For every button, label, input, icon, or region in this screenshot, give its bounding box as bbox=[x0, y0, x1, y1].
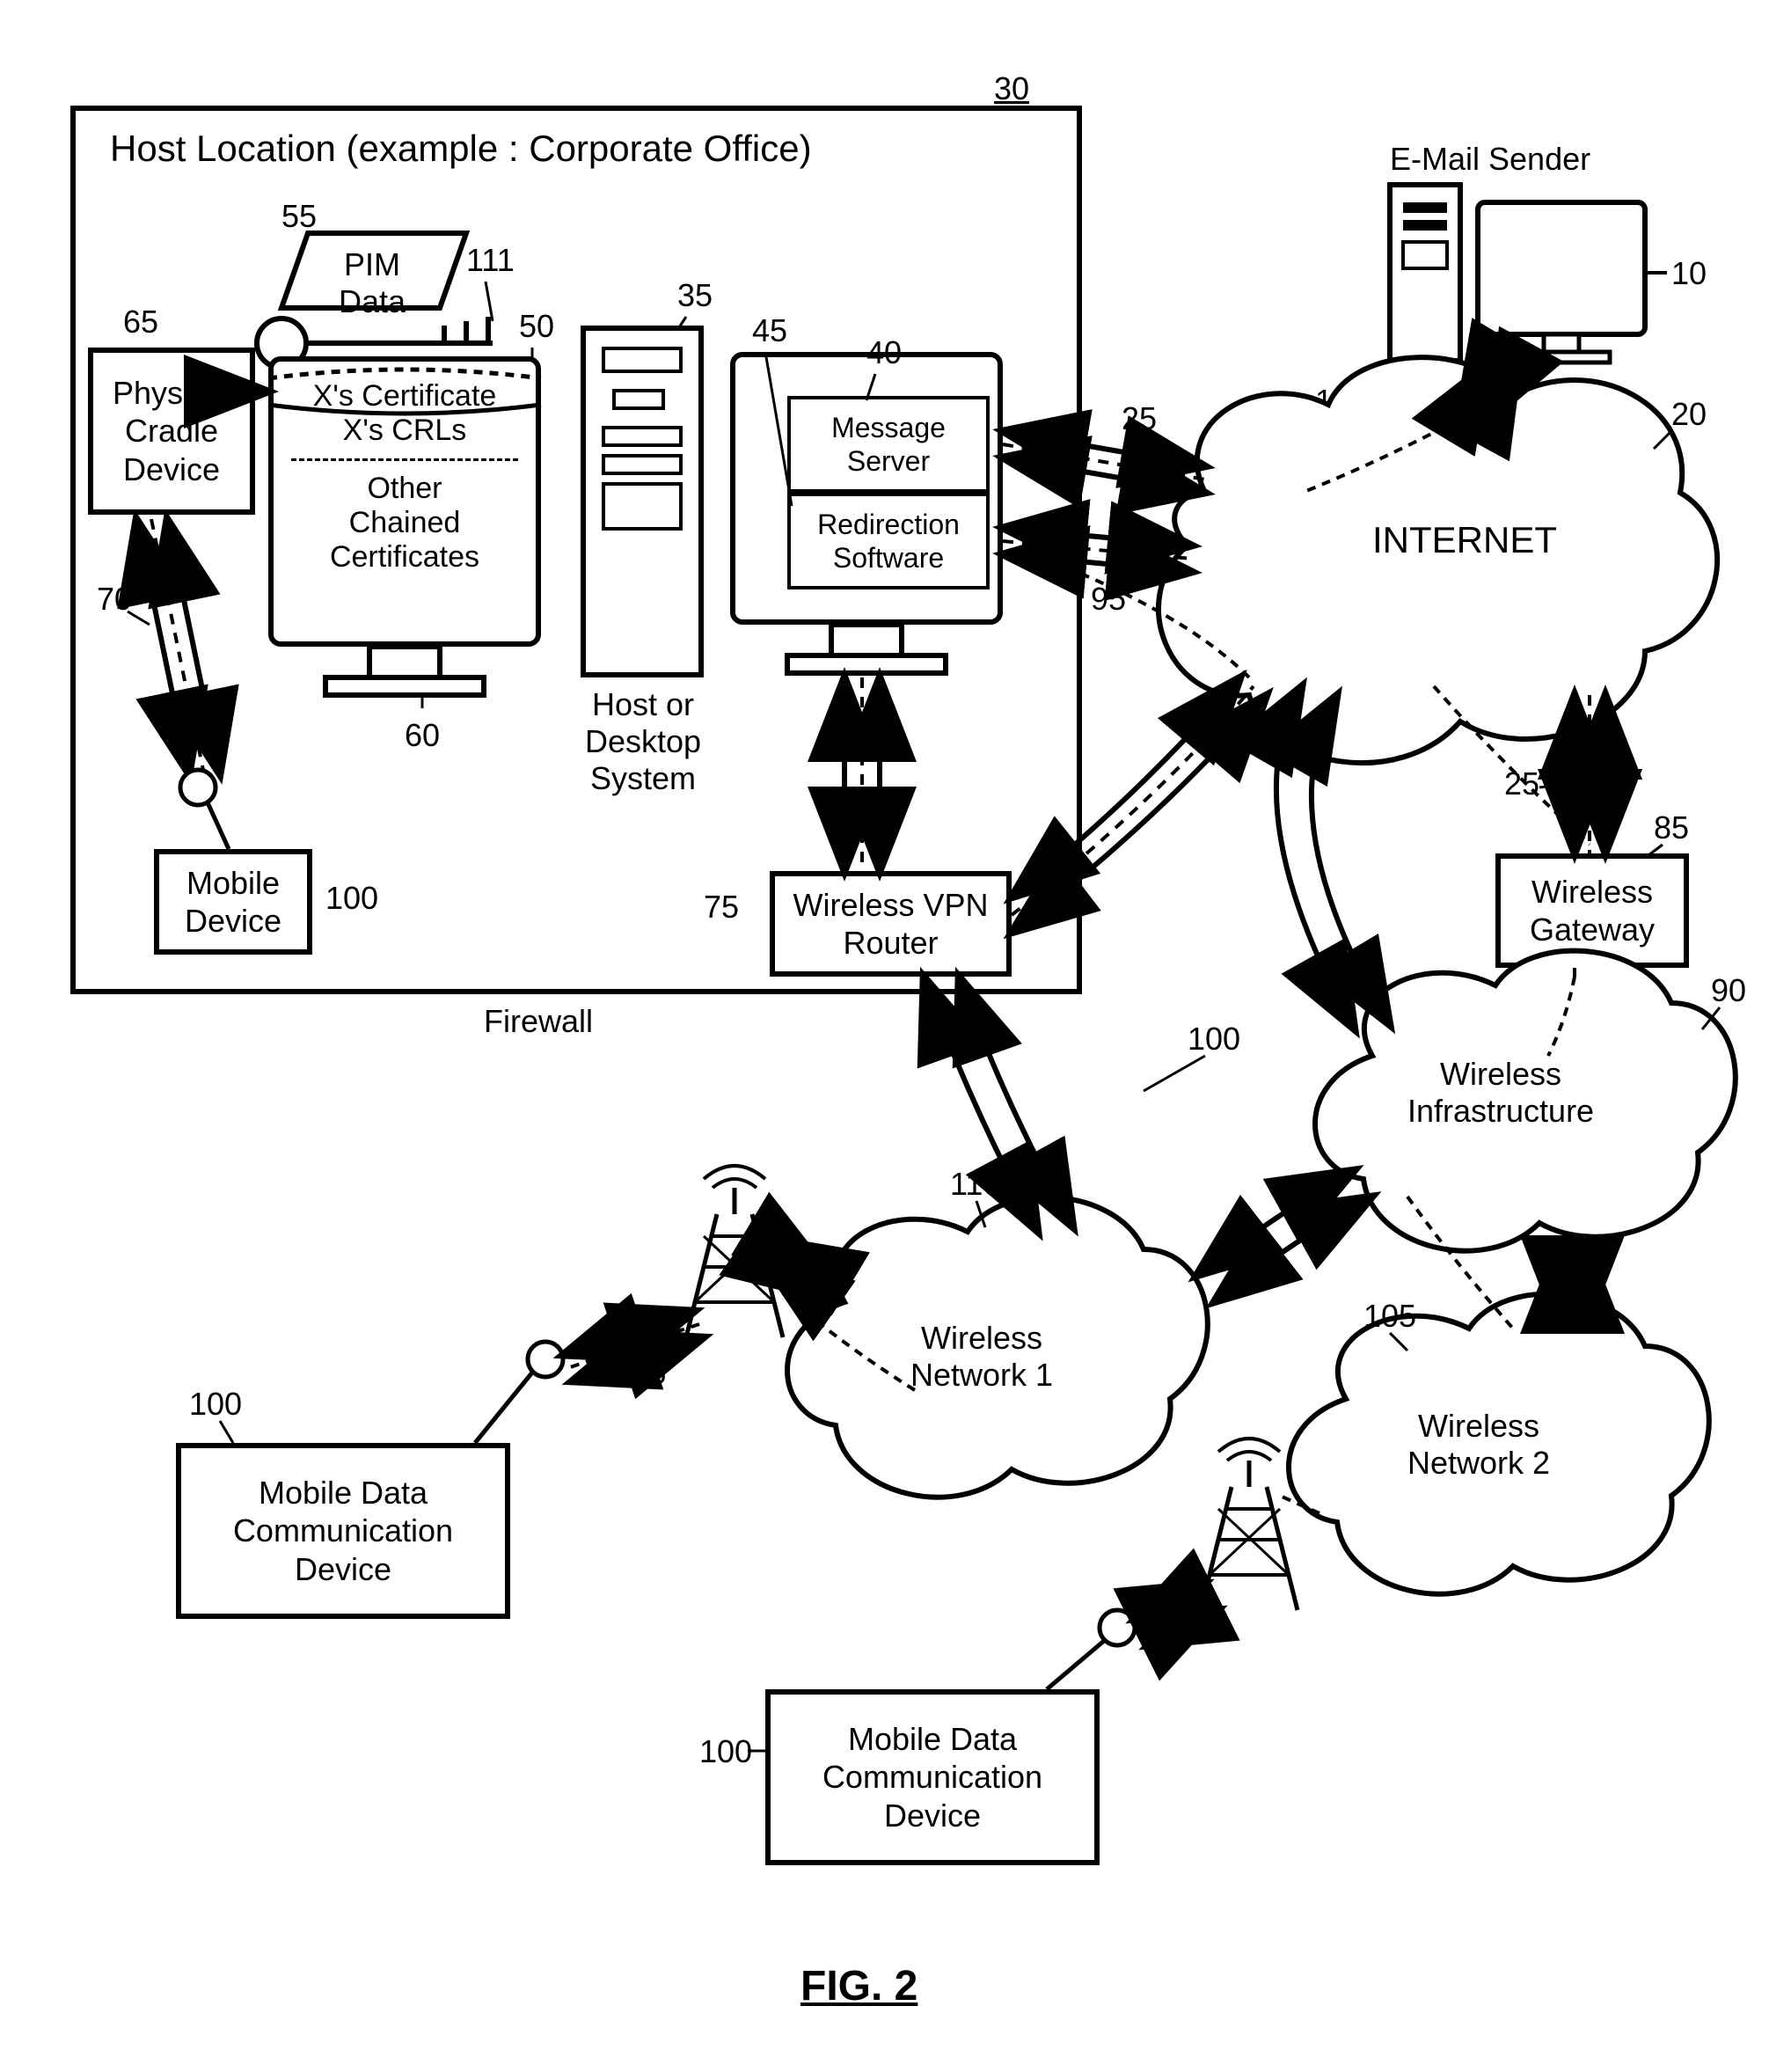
mobile-device-in-box: Mobile Device bbox=[154, 849, 312, 955]
key-ref: 111 bbox=[466, 242, 515, 279]
mobile1-text: Mobile Data Communication Device bbox=[190, 1474, 496, 1588]
email-pc-ref: 10 bbox=[1671, 255, 1707, 292]
host-title: Host Location (example : Corporate Offic… bbox=[110, 128, 812, 170]
redir-sw-ref: 45 bbox=[752, 312, 787, 349]
wireless-infra-label: Wireless Infrastructure bbox=[1407, 1056, 1594, 1130]
pim-data-ref: 55 bbox=[281, 198, 317, 235]
wnet1-label: Wireless Network 1 bbox=[910, 1320, 1053, 1394]
edge-ref-100: 100 bbox=[1188, 1021, 1240, 1058]
wireless-gateway-ref: 85 bbox=[1654, 809, 1689, 846]
edge-ref-25-top: 25 bbox=[1122, 400, 1157, 437]
email-sender-label: E-Mail Sender bbox=[1390, 141, 1590, 178]
figure-caption: FIG. 2 bbox=[800, 1962, 917, 2010]
cert-line5: Certificates bbox=[274, 540, 536, 575]
physical-cradle-box: Physical Cradle Device bbox=[88, 348, 255, 515]
msg-server-ref: 40 bbox=[866, 334, 902, 371]
wireless-vpn-text: Wireless VPN Router bbox=[784, 886, 998, 962]
wireless-vpn-ref: 75 bbox=[704, 889, 739, 926]
cert-monitor-ref-top: 50 bbox=[519, 308, 554, 345]
redir-sw-text: Redirection Software bbox=[800, 508, 977, 575]
mobile2-ref: 100 bbox=[699, 1733, 752, 1770]
internet-ref: 20 bbox=[1671, 396, 1707, 433]
edge-ref-70: 70 bbox=[97, 581, 132, 618]
edge-ref-95: 95 bbox=[1091, 581, 1126, 618]
email-kbd-ref: 15 bbox=[1315, 383, 1350, 420]
internet-label: INTERNET bbox=[1372, 519, 1557, 561]
mobile1-box: Mobile Data Communication Device bbox=[176, 1443, 510, 1619]
mobile-device-in-text: Mobile Device bbox=[168, 864, 298, 940]
wnet2-label: Wireless Network 2 bbox=[1407, 1408, 1550, 1482]
diagram-ref-30: 30 bbox=[994, 70, 1029, 107]
msg-server-text: Message Server bbox=[800, 411, 977, 479]
msg-server-box: Message Server bbox=[787, 396, 990, 493]
certificate-monitor: X's Certificate X's CRLs Other Chained C… bbox=[268, 356, 541, 647]
server-tower-ref: 35 bbox=[677, 277, 713, 314]
wnet2-ref: 105 bbox=[1363, 1298, 1416, 1335]
cert-line4: Chained bbox=[274, 506, 536, 540]
mobile1-ref: 100 bbox=[189, 1386, 242, 1423]
physical-cradle-text: Physical Cradle Device bbox=[102, 374, 241, 488]
pim-data-label: PIM Data bbox=[339, 246, 406, 320]
mobile2-text: Mobile Data Communication Device bbox=[779, 1720, 1086, 1834]
wireless-gateway-text: Wireless Gateway bbox=[1509, 873, 1675, 948]
cert-monitor-ref-bottom: 60 bbox=[405, 717, 440, 754]
edge-ref-25-gw: 25 bbox=[1504, 765, 1539, 802]
server-tower-label: Host or Desktop System bbox=[585, 686, 701, 797]
diagram-canvas: 30 Host Location (example : Corporate Of… bbox=[0, 0, 1769, 2072]
wireless-vpn-box: Wireless VPN Router bbox=[770, 871, 1012, 977]
mobile-device-in-ref: 100 bbox=[325, 880, 378, 917]
tower1-ref: 115 bbox=[616, 1355, 666, 1392]
mobile2-box: Mobile Data Communication Device bbox=[765, 1689, 1100, 1865]
wnet1-ref: 110 bbox=[950, 1166, 1000, 1203]
firewall-label: Firewall bbox=[484, 1003, 593, 1040]
physical-cradle-ref: 65 bbox=[123, 304, 158, 340]
wireless-gateway-box: Wireless Gateway bbox=[1495, 853, 1689, 968]
cert-line1: X's Certificate bbox=[274, 379, 536, 414]
server-tower bbox=[581, 326, 704, 677]
cert-line2: X's CRLs bbox=[274, 414, 536, 448]
cert-line3: Other bbox=[274, 472, 536, 506]
wireless-infra-ref: 90 bbox=[1711, 972, 1746, 1009]
redir-sw-box: Redirection Software bbox=[787, 493, 990, 589]
